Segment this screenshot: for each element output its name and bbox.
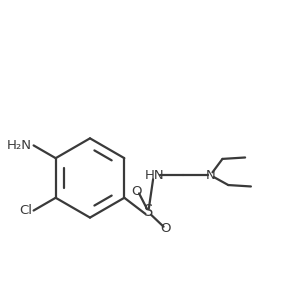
Text: O: O — [132, 185, 142, 198]
Text: Cl: Cl — [19, 204, 32, 217]
Text: S: S — [144, 204, 154, 219]
Text: HN: HN — [145, 169, 164, 182]
Text: N: N — [206, 169, 216, 182]
Text: O: O — [160, 222, 171, 236]
Text: H₂N: H₂N — [7, 139, 32, 152]
